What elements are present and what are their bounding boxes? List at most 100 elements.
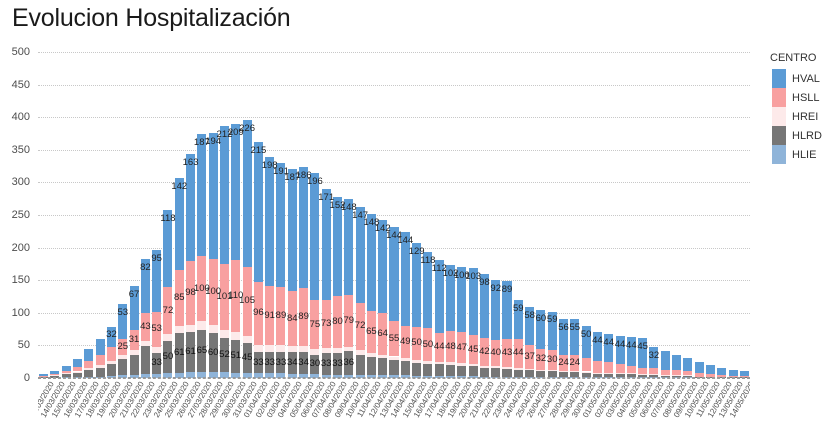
bar-segment-hlrd[interactable] [615,374,625,378]
bar-segment-hlrd[interactable] [61,374,71,378]
bar-segment-hsll[interactable] [683,370,693,375]
bar-segment-hsll[interactable] [344,295,354,347]
bar-segment-hrei[interactable] [366,353,376,358]
bar-segment-hval[interactable] [129,286,139,330]
bar-column[interactable] [502,280,512,378]
bar-segment-hlrd[interactable] [276,351,286,374]
bar-segment-hrei[interactable] [536,369,546,371]
bar-segment-hrei[interactable] [299,346,309,352]
bar-segment-hlrd[interactable] [310,354,320,375]
bar-segment-hlrd[interactable] [231,339,241,373]
bar-segment-hlrd[interactable] [649,374,659,378]
bar-segment-hval[interactable] [186,154,196,261]
bar-column[interactable] [242,119,252,378]
bar-segment-hval[interactable] [265,156,275,287]
bar-segment-hval[interactable] [219,125,229,264]
bar-segment-hrei[interactable] [253,344,263,352]
bar-segment-hlrd[interactable] [163,340,173,374]
bar-segment-hlrd[interactable] [186,332,196,373]
bar-segment-hrei[interactable] [73,371,83,373]
bar-column[interactable] [174,177,184,378]
bar-segment-hlrd[interactable] [95,367,105,377]
bar-segment-hval[interactable] [547,311,557,350]
bar-segment-hlie[interactable] [208,372,218,378]
bar-segment-hlrd[interactable] [378,358,388,376]
bar-segment-hval[interactable] [660,351,670,370]
bar-segment-hsll[interactable] [253,282,263,345]
bar-segment-hval[interactable] [118,304,128,339]
bar-segment-hsll[interactable] [197,256,207,322]
bar-segment-hrei[interactable] [479,365,489,368]
bar-segment-hlrd[interactable] [253,351,263,374]
bar-segment-hrei[interactable] [615,373,625,375]
bar-segment-hlrd[interactable] [626,374,636,378]
bar-segment-hval[interactable] [152,250,162,313]
bar-segment-hval[interactable] [61,365,71,371]
bar-column[interactable] [344,198,354,378]
bar-segment-hlrd[interactable] [174,333,184,373]
bar-segment-hlie[interactable] [163,373,173,378]
bar-segment-hlie[interactable] [378,375,388,378]
bar-segment-hsll[interactable] [389,320,399,357]
bar-segment-hrei[interactable] [231,331,241,340]
bar-segment-hlrd[interactable] [219,338,229,373]
bar-segment-hlie[interactable] [332,374,342,378]
bar-segment-hlrd[interactable] [559,372,569,378]
bar-segment-hlrd[interactable] [434,364,444,377]
bar-segment-hval[interactable] [434,260,444,334]
bar-segment-hlrd[interactable] [604,373,614,378]
bar-segment-hval[interactable] [626,336,636,366]
bar-segment-hlrd[interactable] [423,363,433,377]
bar-segment-hlie[interactable] [299,374,309,378]
bar-segment-hval[interactable] [39,374,49,377]
bar-segment-hrei[interactable] [276,345,286,352]
bar-segment-hval[interactable] [332,196,342,296]
bar-segment-hlie[interactable] [219,372,229,378]
bar-segment-hrei[interactable] [84,368,94,371]
bar-segment-hrei[interactable] [491,366,501,369]
bar-segment-hsll[interactable] [491,340,501,367]
legend-item-hlrd[interactable]: HLRD [772,126,834,145]
bar-segment-hsll[interactable] [717,374,727,377]
bar-segment-hrei[interactable] [197,321,207,330]
bar-segment-hval[interactable] [106,326,116,348]
bar-segment-hlie[interactable] [265,373,275,378]
bar-segment-hval[interactable] [570,319,580,356]
bar-segment-hval[interactable] [683,357,693,371]
bar-segment-hrei[interactable] [559,370,569,373]
bar-segment-hrei[interactable] [61,373,71,375]
bar-segment-hlrd[interactable] [581,372,591,378]
bar-segment-hlrd[interactable] [412,363,422,377]
bar-segment-hval[interactable] [491,280,501,341]
bar-column[interactable] [84,349,94,378]
bar-column[interactable] [389,226,399,378]
bar-segment-hsll[interactable] [457,332,467,364]
bar-segment-hrei[interactable] [129,349,139,355]
bar-segment-hlie[interactable] [129,374,139,378]
bar-segment-hval[interactable] [694,362,704,374]
bar-segment-hlie[interactable] [344,374,354,378]
bar-segment-hval[interactable] [400,231,410,326]
bar-segment-hrei[interactable] [400,357,410,362]
legend-item-hlie[interactable]: HLIE [772,145,834,164]
bar-segment-hlrd[interactable] [400,361,410,376]
bar-column[interactable] [400,231,410,378]
bar-segment-hval[interactable] [479,274,489,339]
bar-segment-hrei[interactable] [219,329,229,339]
bar-segment-hsll[interactable] [592,361,602,373]
bar-segment-hlrd[interactable] [129,354,139,375]
bar-segment-hval[interactable] [73,359,83,367]
bar-segment-hsll[interactable] [219,263,229,330]
bar-column[interactable] [197,134,207,378]
bar-segment-hrei[interactable] [457,363,467,366]
bar-segment-hrei[interactable] [321,348,331,354]
bar-segment-hlrd[interactable] [525,370,535,377]
bar-segment-hsll[interactable] [61,370,71,374]
bar-segment-hrei[interactable] [287,346,297,352]
bar-segment-hlrd[interactable] [287,351,297,375]
bar-column[interactable] [95,338,105,378]
bar-segment-hsll[interactable] [604,362,614,373]
bar-segment-hsll[interactable] [321,300,331,349]
bar-segment-hsll[interactable] [423,328,433,362]
bar-column[interactable] [299,166,309,378]
